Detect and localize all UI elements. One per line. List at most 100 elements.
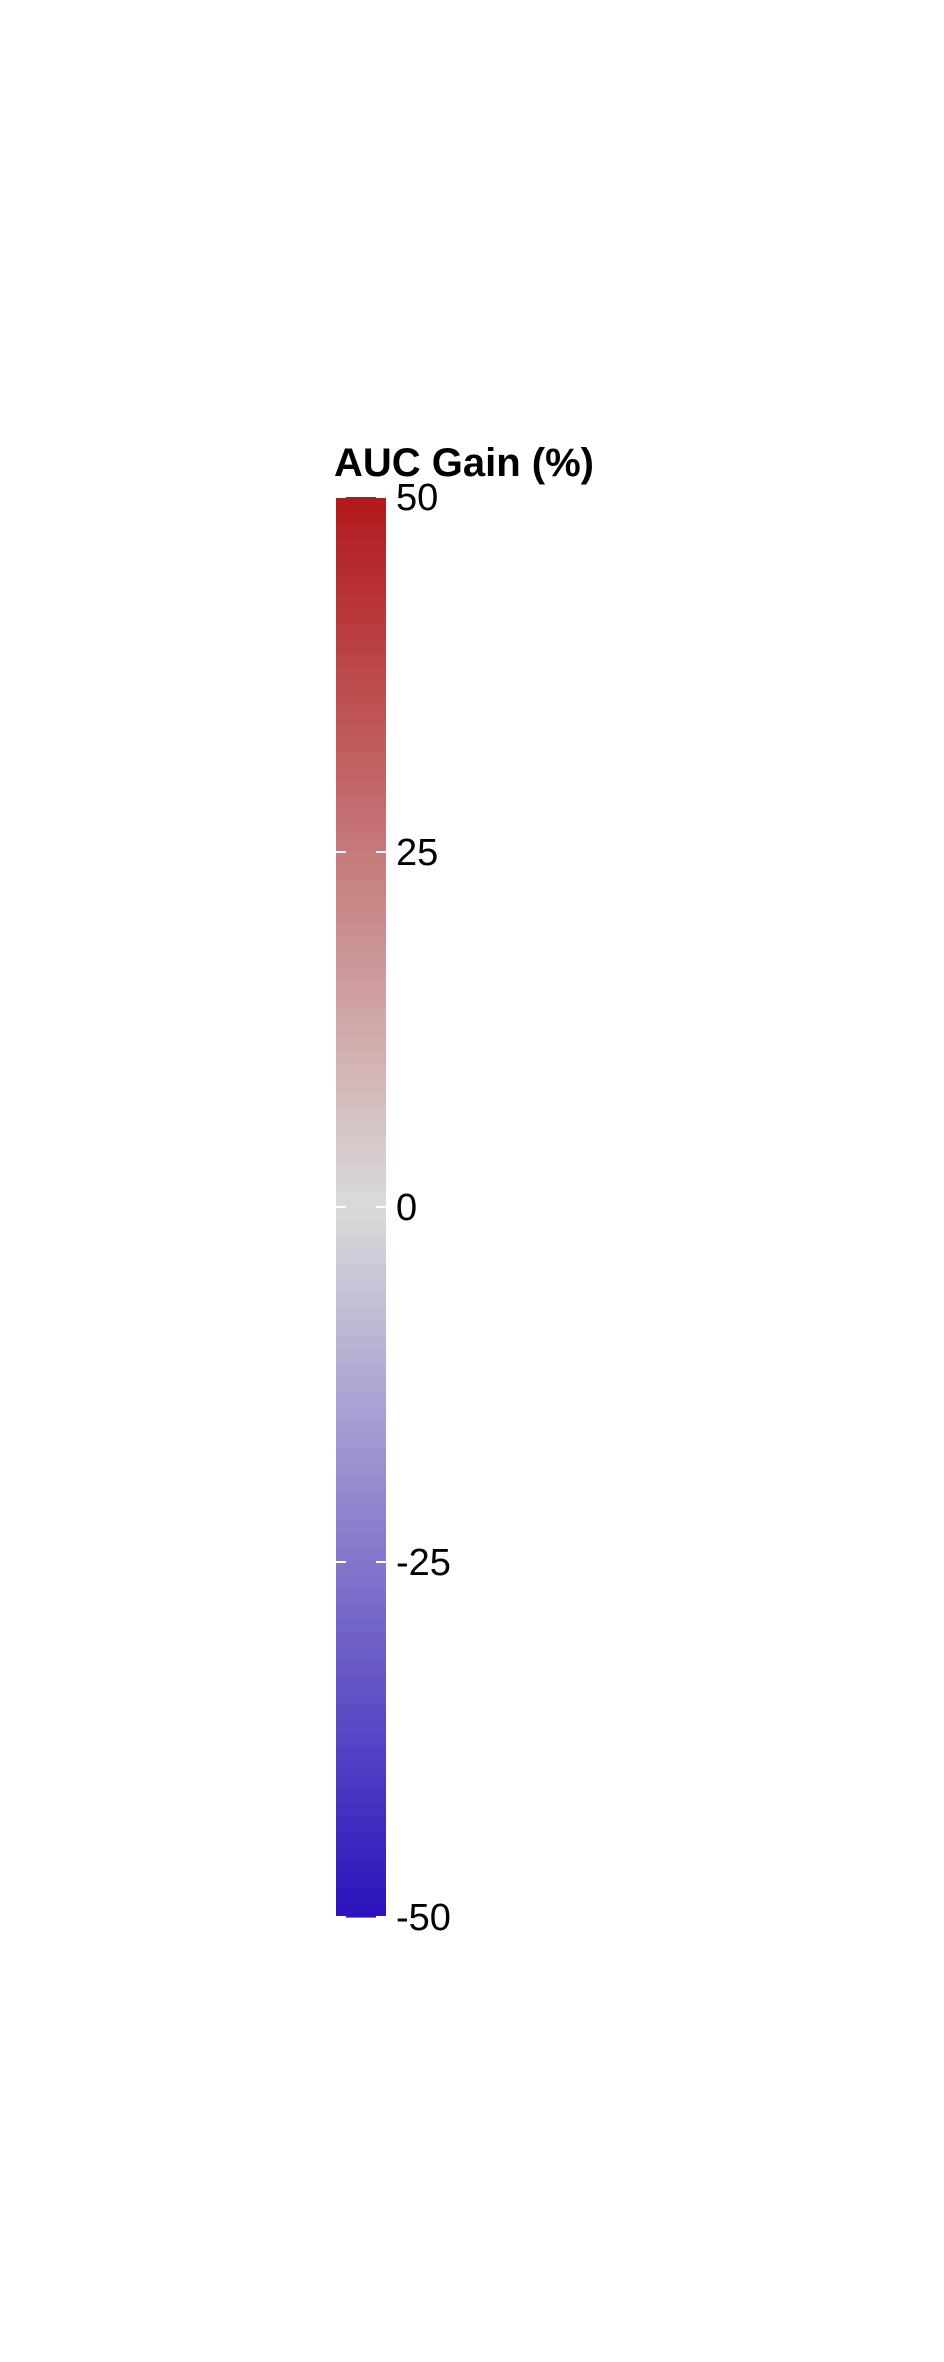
colorbar-segment <box>336 1178 386 1194</box>
colorbar-segment <box>336 1491 386 1506</box>
colorbar-segment <box>336 1462 386 1478</box>
colorbar-segment <box>336 1689 386 1705</box>
colorbar-segment <box>336 1831 386 1847</box>
colorbar-segment <box>336 582 386 597</box>
colorbar-segment <box>336 1789 386 1804</box>
colorbar-segment <box>336 766 386 782</box>
colorbar-segment <box>336 866 386 881</box>
colorbar-segment <box>336 1292 386 1307</box>
colorbar-segment <box>336 823 386 839</box>
colorbar-segment <box>336 979 386 995</box>
colorbar-segment <box>336 752 386 768</box>
colorbar-segment <box>336 1902 386 1918</box>
colorbar-segment <box>336 1860 386 1875</box>
legend-title: AUC Gain (%) <box>334 441 594 485</box>
colorbar-segment <box>336 1192 386 1208</box>
colorbar-segment <box>336 738 386 754</box>
colorbar-segment <box>336 1278 386 1293</box>
colorbar-segment <box>336 1363 386 1378</box>
colorbar <box>336 497 386 1918</box>
colorbar-segment <box>336 1221 386 1236</box>
colorbar-segment <box>336 681 386 697</box>
colorbar-segment <box>336 1107 386 1123</box>
colorbar-segment <box>336 1164 386 1180</box>
colorbar-segment <box>336 1476 386 1492</box>
colorbar-segment <box>336 1093 386 1109</box>
colorbar-segment <box>336 809 386 825</box>
colorbar-segment <box>336 1121 386 1137</box>
colorbar-segment <box>336 596 386 612</box>
colorbar-segment <box>336 695 386 711</box>
colorbar-segment <box>336 1633 386 1648</box>
colorbar-segment <box>336 1391 386 1407</box>
colorbar-segment <box>336 1420 386 1435</box>
colorbar-segment <box>336 894 386 910</box>
colorbar-segment <box>336 1547 386 1563</box>
colorbar-segment <box>336 1874 386 1890</box>
colorbar-tick-label: 25 <box>396 832 438 874</box>
colorbar-segment <box>336 1136 386 1151</box>
colorbar-segment <box>336 852 386 867</box>
colorbar-segment <box>336 1306 386 1322</box>
colorbar-segment <box>336 994 386 1009</box>
colorbar-segment <box>336 1704 386 1719</box>
colorbar-segment <box>336 908 386 924</box>
colorbar-segment <box>336 667 386 683</box>
colorbar-segment <box>336 1207 386 1222</box>
colorbar-segment <box>336 923 386 938</box>
colorbar-segment <box>336 511 386 526</box>
colorbar-segment <box>336 1888 386 1904</box>
colorbar-segment <box>336 724 386 739</box>
colorbar-segment <box>336 610 386 626</box>
colorbar-segment <box>336 1562 386 1577</box>
colorbar-segment <box>336 497 386 512</box>
colorbar-segment <box>336 1661 386 1677</box>
colorbar-segment <box>336 1590 386 1606</box>
colorbar-segment <box>336 1405 386 1421</box>
colorbar-segment <box>336 1803 386 1819</box>
colorbar-segment <box>336 1675 386 1691</box>
colorbar-segment <box>336 1576 386 1591</box>
colorbar-segment <box>336 639 386 654</box>
colorbar-segment <box>336 624 386 640</box>
colorbar-segment <box>336 553 386 569</box>
colorbar-segment <box>336 1022 386 1038</box>
colorbar-segment <box>336 1235 386 1251</box>
colorbar-segment <box>336 795 386 810</box>
colorbar-segment <box>336 1036 386 1052</box>
colorbar-segment <box>336 965 386 981</box>
colorbar-segment <box>336 1533 386 1549</box>
colorbar-segment <box>336 1519 386 1535</box>
colorbar-segment <box>336 1249 386 1265</box>
colorbar-segment <box>336 1079 386 1094</box>
colorbar-segment <box>336 1775 386 1790</box>
colorbar-segment <box>336 1647 386 1662</box>
colorbar-segment <box>336 1604 386 1620</box>
colorbar-segment <box>336 1434 386 1449</box>
colorbar-segment <box>336 837 386 853</box>
colorbar-segment <box>336 653 386 668</box>
colorbar-ticks <box>336 496 386 1918</box>
colorbar-tick-label: 50 <box>396 477 438 519</box>
colorbar-tick-label: -50 <box>396 1897 451 1939</box>
colorbar-segment <box>336 1065 386 1080</box>
colorbar-segment <box>336 1618 386 1634</box>
colorbar-tick-labels: 50 25 0 -25 -50 <box>396 477 451 1939</box>
colorbar-segment <box>336 1746 386 1762</box>
colorbar-segment <box>336 1817 386 1833</box>
colorbar-segment <box>336 1008 386 1023</box>
colorbar-segment <box>336 880 386 896</box>
colorbar-segment <box>336 937 386 952</box>
colorbar-segment <box>336 1150 386 1165</box>
colorbar-tick-label: -25 <box>396 1542 451 1584</box>
colorbar-segment <box>336 951 386 967</box>
colorbar-segment <box>336 1448 386 1464</box>
colorbar-segment <box>336 539 386 555</box>
colorbar-segment <box>336 710 386 725</box>
colorbar-segment <box>336 568 386 583</box>
colorbar-tick-label: 0 <box>396 1187 417 1229</box>
colorbar-segment <box>336 1050 386 1066</box>
colorbar-segment <box>336 1505 386 1520</box>
colorbar-segment <box>336 1263 386 1279</box>
